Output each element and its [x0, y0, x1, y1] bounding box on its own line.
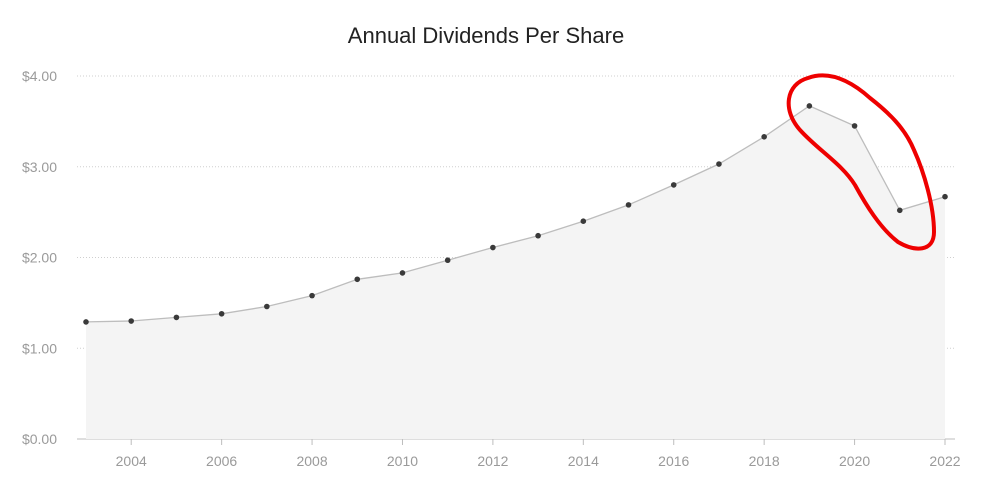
data-point-2012[interactable]: [490, 244, 496, 251]
x-tick-label: 2010: [387, 453, 418, 469]
x-tick-label: 2012: [477, 453, 508, 469]
data-point-2011[interactable]: [444, 257, 451, 264]
x-tick-label: 2020: [839, 453, 870, 469]
data-point-2018[interactable]: [761, 134, 767, 140]
annotation-layer: [786, 73, 936, 251]
data-point-2022[interactable]: [942, 193, 948, 200]
data-point-2020[interactable]: [851, 123, 858, 129]
x-tick-label: 2016: [658, 453, 689, 469]
data-point-2013[interactable]: [535, 232, 541, 239]
area-layer: [86, 105, 945, 440]
x-axis: 2004 2006 2008 2010 2012 2014 2016 2018 2020 2022: [116, 439, 961, 469]
annotation-circle: [786, 73, 936, 251]
series-area: [86, 105, 945, 440]
x-tick-label: 2008: [296, 453, 327, 469]
data-point-2008[interactable]: [309, 292, 315, 299]
data-point-2017[interactable]: [716, 161, 722, 167]
chart-title: Annual Dividends Per Share: [348, 23, 624, 48]
y-tick-label: $2.00: [22, 250, 57, 266]
line-layer: [85, 105, 946, 323]
data-point-2009[interactable]: [354, 276, 361, 283]
data-point-2015[interactable]: [625, 202, 632, 208]
x-tick-label: 2014: [568, 453, 599, 469]
data-point-2010[interactable]: [399, 270, 406, 276]
data-point-2007[interactable]: [264, 303, 270, 310]
data-point-2019[interactable]: [806, 103, 813, 109]
x-tick-label: 2022: [929, 453, 960, 469]
y-tick-label: $1.00: [22, 340, 57, 356]
y-axis: $0.00 $1.00 $2.00 $3.00 $4.00: [22, 68, 57, 447]
data-point-2004[interactable]: [128, 318, 135, 324]
data-point-2016[interactable]: [670, 182, 677, 188]
y-tick-label: $0.00: [22, 431, 57, 447]
x-tick-label: 2018: [749, 453, 780, 469]
data-point-2003[interactable]: [83, 319, 89, 325]
data-point-2014[interactable]: [580, 218, 587, 224]
x-tick-label: 2006: [206, 453, 237, 469]
x-tick-label: 2004: [116, 453, 147, 469]
point-layer: [83, 103, 948, 325]
data-point-2021[interactable]: [896, 207, 903, 214]
series-line: [85, 105, 946, 323]
data-point-2006[interactable]: [218, 310, 225, 317]
y-tick-label: $3.00: [22, 159, 57, 175]
y-tick-label: $4.00: [22, 68, 57, 84]
data-point-2005[interactable]: [173, 314, 180, 321]
